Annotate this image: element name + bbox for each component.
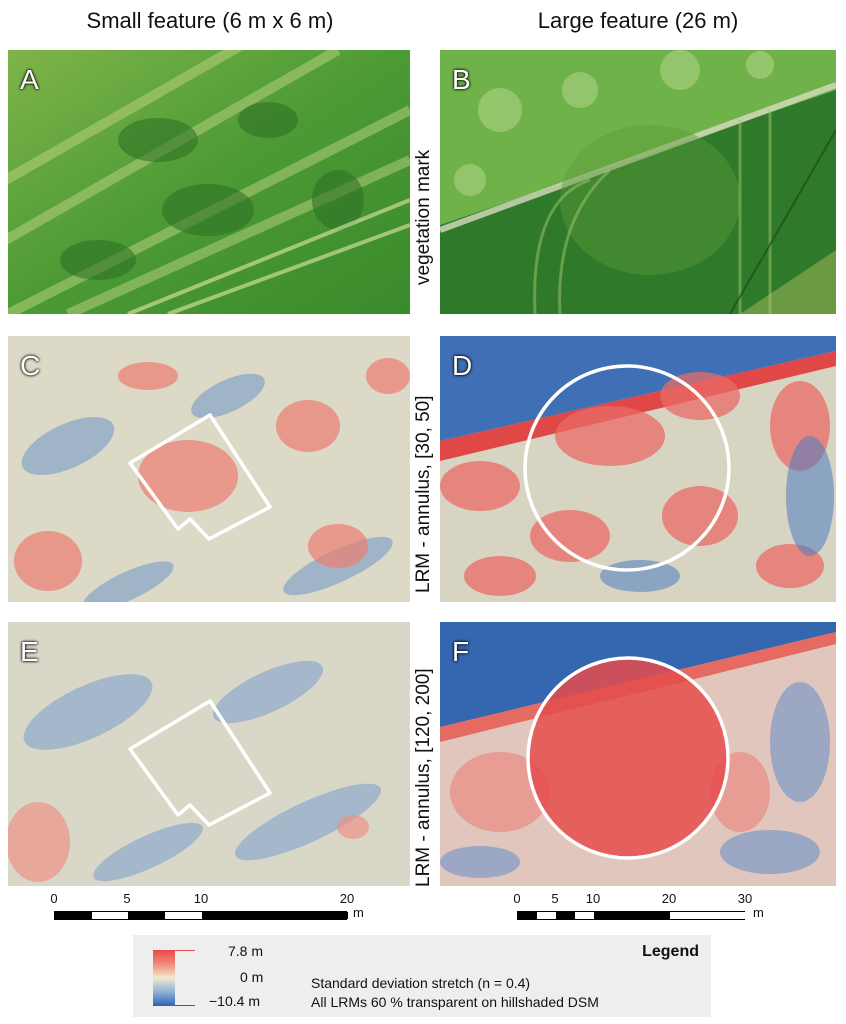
legend-top-mark (175, 950, 195, 951)
left-scale-bar: 0 5 10 20 m (50, 891, 364, 925)
panel-a-image: A (8, 50, 410, 314)
row-label-lrm-120-200: LRM - annulus, [120, 200] (413, 668, 434, 887)
panel-b-letter: B (452, 64, 471, 95)
right-scale-tick: 10 (585, 891, 601, 906)
right-scale-tick: 5 (551, 891, 559, 906)
panel-d-image: D (440, 336, 836, 602)
right-scale-graphic (517, 911, 746, 920)
panel-b-image: B (440, 50, 836, 314)
right-scale-tick: 30 (737, 891, 753, 906)
legend-title: Legend (642, 943, 699, 960)
left-scale-graphic (54, 911, 348, 920)
legend-mid-label: 0 m (240, 969, 264, 985)
left-scale-tick: 10 (193, 891, 209, 906)
left-scale-unit: m (353, 905, 364, 920)
panel-a-letter: A (20, 64, 39, 95)
left-scale-tick: 5 (123, 891, 131, 906)
right-scale-unit: m (753, 905, 764, 920)
legend-color-ramp (153, 950, 175, 1006)
right-scale-bar: 0 5 10 20 30 m (513, 891, 777, 925)
panel-f-image: F (440, 622, 836, 886)
legend-bottom-mark (175, 1005, 195, 1006)
left-scale-tick: 0 (50, 891, 58, 906)
panel-c-letter: C (20, 350, 41, 381)
row-label-vegetation: vegetation mark (413, 149, 434, 285)
panel-e-image: E (8, 622, 410, 886)
right-column-title: Large feature (26 m) (537, 8, 739, 33)
panel-f-letter: F (452, 636, 470, 667)
panel-c-image: C (8, 336, 410, 602)
row-label-lrm-30-50: LRM - annulus, [30, 50] (413, 395, 434, 594)
left-scale-tick: 20 (339, 891, 355, 906)
left-column-title: Small feature (6 m x 6 m) (86, 8, 334, 33)
legend-transparency-text: All LRMs 60 % transparent on hillshaded … (311, 994, 599, 1010)
panel-d-letter: D (452, 350, 473, 381)
legend-stretch-text: Standard deviation stretch (n = 0.4) (311, 975, 531, 991)
panel-e-letter: E (20, 636, 39, 667)
legend-box: 7.8 m 0 m −10.4 m Legend Standard deviat… (133, 935, 711, 1017)
right-scale-tick: 0 (513, 891, 521, 906)
legend-min-label: −10.4 m (209, 993, 260, 1009)
right-scale-tick: 20 (661, 891, 677, 906)
legend-max-label: 7.8 m (228, 943, 264, 959)
